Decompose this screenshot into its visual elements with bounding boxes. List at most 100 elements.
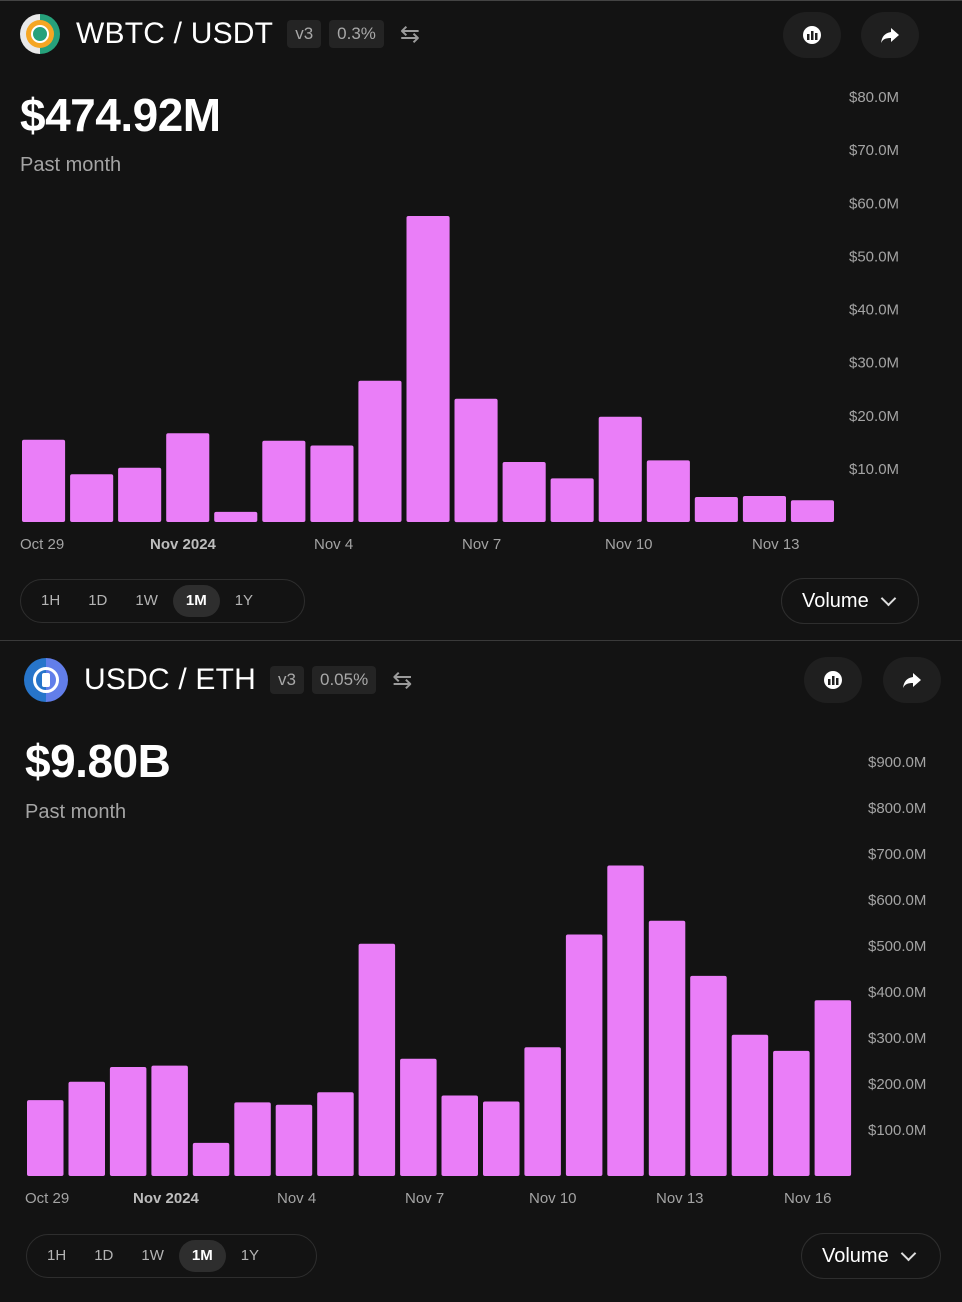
- share-arrow-icon: [881, 28, 899, 43]
- y-axis-tick-label: $20.0M: [849, 408, 899, 425]
- volume-bar[interactable]: [192, 1142, 230, 1176]
- x-axis-tick-label: Nov 7: [405, 1190, 444, 1207]
- total-volume: $474.92M: [20, 89, 221, 141]
- share-button[interactable]: [883, 657, 941, 703]
- volume-bar[interactable]: [358, 380, 402, 522]
- share-arrow-icon: [903, 673, 921, 688]
- volume-bar[interactable]: [648, 920, 686, 1176]
- fee-tier-badge: 0.05%: [311, 666, 377, 694]
- x-axis-tick-label: Nov 7: [462, 536, 501, 553]
- y-axis-tick-label: $60.0M: [849, 195, 899, 212]
- volume-bar[interactable]: [166, 433, 210, 522]
- volume-bar[interactable]: [502, 462, 546, 522]
- metric-dropdown-label: Volume: [822, 1244, 889, 1267]
- volume-bar[interactable]: [550, 478, 594, 522]
- volume-bar[interactable]: [234, 1102, 271, 1176]
- volume-bar[interactable]: [814, 1000, 852, 1176]
- timeframe-selector: 1H 1D 1W 1M 1Y: [26, 1234, 317, 1278]
- y-axis-tick-label: $500.0M: [868, 938, 926, 955]
- metric-dropdown-label: Volume: [802, 589, 869, 612]
- volume-bar[interactable]: [790, 500, 834, 522]
- volume-bar[interactable]: [22, 439, 66, 522]
- volume-bar[interactable]: [358, 943, 396, 1176]
- x-axis-tick-label: Nov 4: [277, 1190, 316, 1207]
- x-axis-tick-label: Nov 10: [605, 536, 653, 553]
- y-axis-tick-label: $300.0M: [868, 1030, 926, 1047]
- volume-bar[interactable]: [68, 1081, 106, 1176]
- y-axis-tick-label: $40.0M: [849, 302, 899, 319]
- timeframe-option-1y[interactable]: 1Y: [240, 1247, 260, 1264]
- volume-bar[interactable]: [400, 1058, 437, 1176]
- metric-dropdown[interactable]: Volume: [781, 578, 919, 624]
- explore-button[interactable]: [783, 12, 841, 58]
- volume-bar[interactable]: [275, 1104, 313, 1176]
- y-axis-tick-label: $400.0M: [868, 984, 926, 1001]
- x-axis-tick-label: Nov 2024: [133, 1190, 200, 1207]
- chevron-down-icon: [900, 1245, 916, 1261]
- volume-bar[interactable]: [690, 975, 727, 1176]
- pool-panel-usdc-eth: USDC / ETH v3 0.05% ⇆ $9.80B Past month …: [0, 642, 962, 1302]
- volume-bar[interactable]: [454, 398, 498, 523]
- swap-arrows-icon[interactable]: ⇆: [392, 666, 413, 694]
- period-label: Past month: [25, 801, 127, 823]
- x-axis-tick-label: Oct 29: [25, 1190, 69, 1207]
- timeframe-option-1d[interactable]: 1D: [94, 1247, 114, 1264]
- y-axis-tick-label: $200.0M: [868, 1076, 926, 1093]
- pool-header: USDC / ETH v3 0.05% ⇆: [24, 658, 412, 702]
- total-volume: $9.80B: [25, 735, 171, 787]
- volume-bar[interactable]: [565, 934, 603, 1177]
- swap-arrows-icon[interactable]: ⇆: [399, 20, 421, 48]
- x-axis-tick-label: Nov 4: [314, 536, 353, 553]
- y-axis-tick-label: $70.0M: [849, 142, 899, 159]
- timeframe-option-1h[interactable]: 1H: [47, 1247, 67, 1264]
- chevron-down-icon: [880, 590, 896, 606]
- x-axis-tick-label: Nov 13: [752, 536, 800, 553]
- timeframe-option-1w[interactable]: 1W: [141, 1247, 164, 1264]
- volume-bar[interactable]: [214, 511, 258, 522]
- version-badge: v3: [270, 666, 304, 694]
- y-axis-tick-label: $700.0M: [868, 846, 926, 863]
- volume-bar[interactable]: [317, 1092, 354, 1176]
- version-badge: v3: [287, 20, 322, 48]
- volume-bar[interactable]: [598, 416, 642, 522]
- volume-bar[interactable]: [109, 1067, 147, 1176]
- x-axis-tick-label: Nov 10: [529, 1190, 577, 1207]
- volume-bar[interactable]: [70, 474, 114, 522]
- volume-bar[interactable]: [118, 467, 162, 522]
- share-button[interactable]: [861, 12, 919, 58]
- metric-dropdown[interactable]: Volume: [801, 1233, 941, 1279]
- timeframe-option-1w[interactable]: 1W: [135, 592, 158, 609]
- explore-icon: [824, 671, 842, 689]
- y-axis-tick-label: $600.0M: [868, 892, 926, 909]
- explore-button[interactable]: [804, 657, 862, 703]
- volume-bar[interactable]: [483, 1101, 520, 1177]
- volume-bar[interactable]: [310, 445, 354, 523]
- panel-divider: [0, 640, 962, 641]
- volume-bar[interactable]: [262, 440, 306, 522]
- timeframe-option-1m[interactable]: 1M: [172, 585, 220, 617]
- volume-bar[interactable]: [406, 216, 450, 522]
- volume-bar[interactable]: [441, 1095, 479, 1177]
- volume-bar[interactable]: [524, 1047, 561, 1176]
- timeframe-option-1h[interactable]: 1H: [41, 592, 61, 609]
- pool-pair-name: WBTC / USDT: [76, 17, 274, 50]
- volume-bar[interactable]: [151, 1065, 188, 1176]
- volume-bar[interactable]: [607, 865, 644, 1177]
- y-axis-tick-label: $100.0M: [868, 1122, 926, 1139]
- pool-header: WBTC / USDT v3 0.3% ⇆: [20, 14, 420, 54]
- volume-bar[interactable]: [646, 460, 690, 522]
- volume-bar[interactable]: [731, 1034, 769, 1176]
- explore-icon: [803, 26, 821, 44]
- timeframe-option-1m[interactable]: 1M: [178, 1240, 226, 1272]
- pool-panel-wbtc-usdt: WBTC / USDT v3 0.3% ⇆ $474.92M Past mont…: [0, 0, 962, 640]
- x-axis-tick-label: Nov 16: [784, 1190, 832, 1207]
- timeframe-option-1d[interactable]: 1D: [88, 592, 108, 609]
- wbtc-usdt-token-logo-icon: [20, 14, 60, 54]
- timeframe-option-1y[interactable]: 1Y: [234, 592, 254, 609]
- volume-bar[interactable]: [773, 1050, 810, 1176]
- fee-tier-badge: 0.3%: [329, 20, 384, 48]
- volume-bar[interactable]: [742, 496, 786, 522]
- volume-bar-chart: $100.0M $200.0M $300.0M $400.0M $500.0M $600.…: [25, 754, 926, 1207]
- volume-bar[interactable]: [27, 1100, 64, 1176]
- volume-bar[interactable]: [694, 497, 738, 522]
